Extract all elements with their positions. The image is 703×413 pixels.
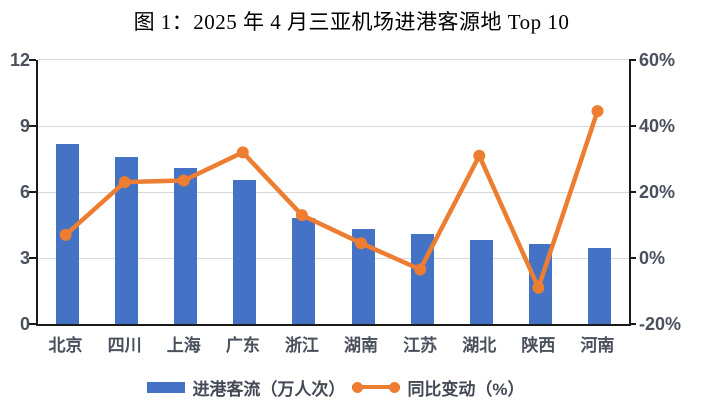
x-axis-label: 陕西: [521, 336, 556, 355]
legend-line-dot: [352, 381, 364, 393]
left-axis-label: 9: [19, 116, 30, 136]
gridline: [38, 258, 629, 259]
legend-bar-swatch: [147, 381, 186, 393]
line-series: [59, 105, 604, 294]
legend-line-segment: [352, 385, 401, 389]
gridline: [38, 126, 629, 127]
line-marker-河南: [591, 105, 604, 118]
line-marker-北京: [59, 228, 72, 241]
right-axis-tick: [629, 59, 636, 61]
line-marker-陕西: [532, 281, 545, 294]
left-axis-tick: [29, 191, 36, 193]
bar-河南: [587, 248, 611, 324]
chart-title: 图 1：2025 年 4 月三亚机场进港客源地 Top 10: [133, 10, 570, 34]
left-axis-tick: [29, 323, 36, 325]
line-marker-四川: [118, 176, 131, 189]
line-marker-湖北: [473, 149, 486, 162]
x-axis-label: 北京: [48, 336, 83, 355]
x-axis-label: 上海: [166, 336, 201, 355]
legend-line-dot: [389, 381, 401, 393]
plot-area: [36, 59, 631, 326]
bar-浙江: [292, 218, 316, 324]
gridline: [38, 192, 629, 193]
bar-四川: [115, 156, 139, 324]
left-axis-label: 6: [19, 182, 30, 202]
bar-湖南: [351, 229, 375, 324]
right-axis-tick: [629, 125, 636, 127]
bar-湖北: [469, 240, 493, 324]
legend-bar-label: 进港客流（万人次）: [192, 379, 346, 399]
right-axis-label: 60%: [639, 50, 676, 70]
left-axis-tick: [29, 125, 36, 127]
left-axis-label: 0: [19, 314, 30, 334]
right-axis-tick: [629, 191, 636, 193]
right-axis-label: 20%: [639, 182, 676, 202]
bar-广东: [233, 179, 257, 324]
x-axis-label: 湖南: [344, 336, 379, 355]
x-axis-label: 广东: [225, 336, 260, 355]
gridline: [38, 59, 629, 60]
left-axis-label: 12: [9, 50, 30, 70]
right-axis-tick: [629, 323, 636, 325]
x-axis-label: 湖北: [462, 336, 497, 355]
line-path: [64, 110, 600, 294]
right-axis-tick: [629, 257, 636, 259]
right-axis-label: 0%: [639, 248, 666, 268]
right-axis-label: 40%: [639, 116, 676, 136]
line-marker-浙江: [295, 209, 308, 222]
left-axis-label: 3: [19, 248, 30, 268]
left-axis-tick: [29, 59, 36, 61]
line-marker-上海: [177, 174, 190, 187]
bar-上海: [174, 167, 198, 324]
x-axis-label: 浙江: [284, 336, 319, 355]
legend-line-label: 同比变动（%）: [407, 379, 525, 399]
line-marker-湖南: [355, 237, 368, 250]
line-marker-江苏: [414, 263, 427, 276]
legend: 进港客流（万人次） 同比变动（%）: [0, 374, 672, 400]
x-axis-label: 四川: [107, 336, 142, 355]
x-axis-label: 江苏: [403, 336, 438, 355]
x-axis-label: 河南: [580, 336, 615, 355]
line-marker-广东: [236, 146, 249, 159]
right-axis-label: -20%: [639, 314, 682, 334]
left-axis-tick: [29, 257, 36, 259]
legend-line-swatch: [352, 381, 401, 393]
